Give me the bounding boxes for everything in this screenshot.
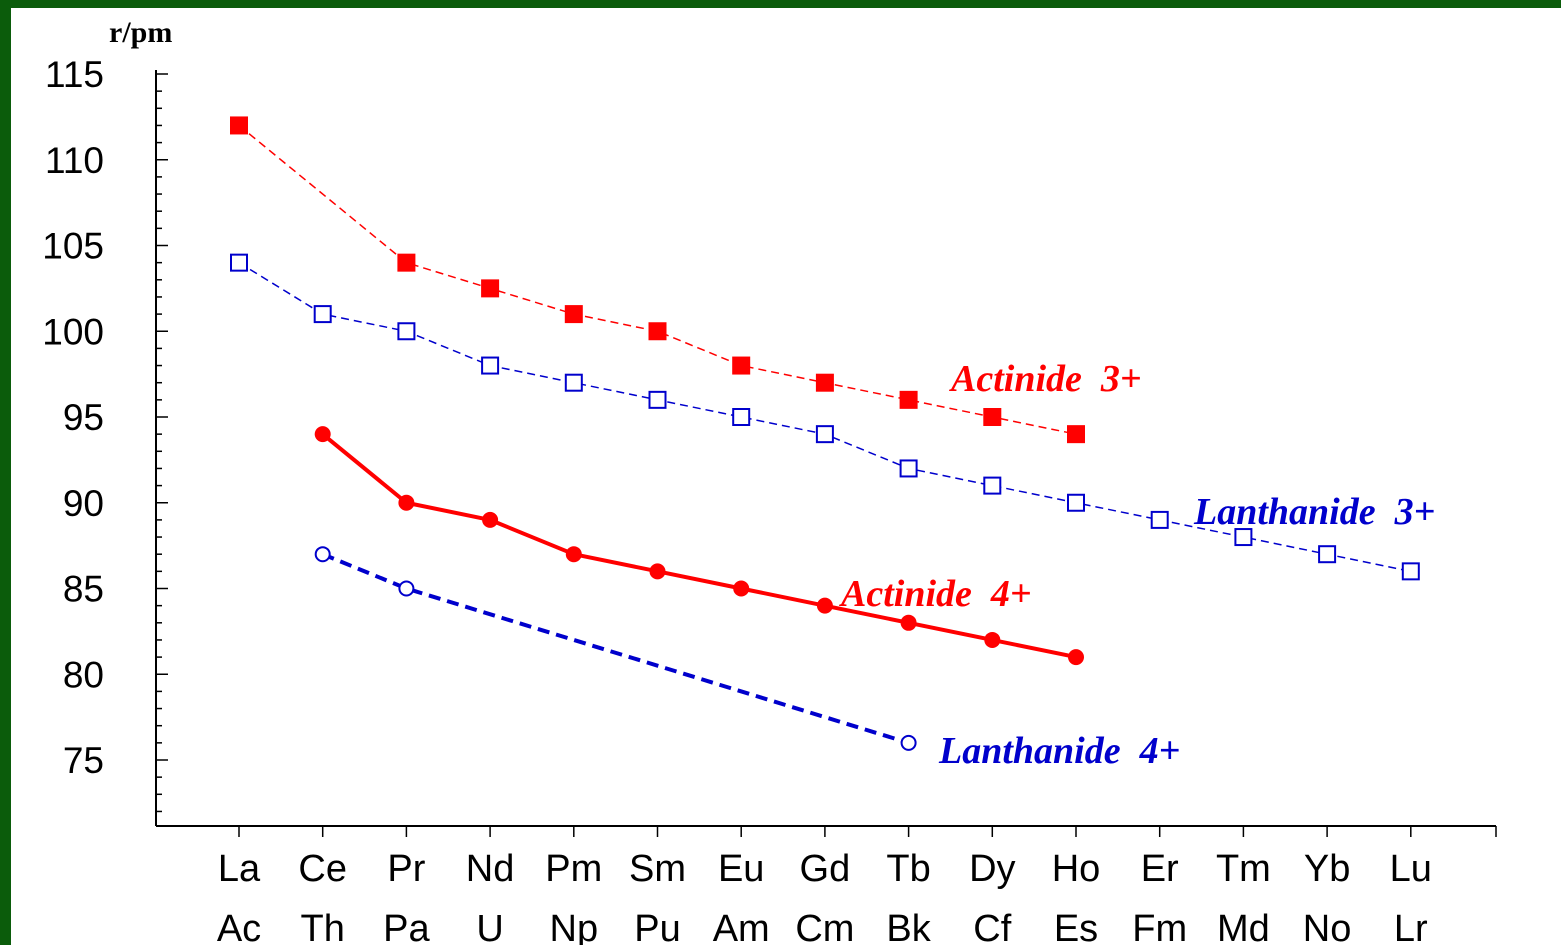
x-category-label-actinide: Cm [795, 908, 854, 945]
series-actinide-3plus [230, 116, 1085, 444]
data-point [230, 253, 248, 272]
x-category-label-lanthanide: Eu [718, 848, 764, 890]
data-point [1401, 562, 1420, 581]
data-point [732, 408, 751, 426]
data-point [564, 373, 583, 392]
x-category-label-lanthanide: Gd [800, 848, 851, 890]
x-category-label-lanthanide: Yb [1304, 848, 1350, 890]
data-point [1150, 510, 1169, 529]
x-category-label-actinide: U [476, 908, 503, 945]
x-category-label-lanthanide: Pr [387, 848, 425, 890]
x-category-label-actinide: Lr [1394, 908, 1428, 945]
series-lanthanide-4plus [314, 546, 917, 751]
x-category-label-actinide: Cf [973, 908, 1011, 945]
series-label: Lanthanide 3+ [1193, 491, 1435, 533]
series-label: Actinide 4+ [839, 573, 1032, 615]
y-tick-label: 95 [63, 397, 104, 438]
data-point [482, 511, 499, 528]
data-point [1068, 649, 1084, 666]
series-layer [230, 116, 1420, 751]
x-category-label-lanthanide: Tb [886, 848, 930, 890]
x-category-label-actinide: Pu [634, 908, 680, 945]
x-category-label-actinide: Np [550, 908, 599, 945]
data-point [1234, 528, 1253, 547]
data-point [815, 373, 834, 392]
data-point [732, 356, 751, 375]
series-lanthanide-3plus [230, 253, 1420, 581]
series-label: Lanthanide 4+ [938, 730, 1180, 772]
series-labels: Actinide 3+ Lanthanide 3+ Actinide 4+ Lanth… [839, 358, 1435, 772]
data-point [816, 597, 833, 614]
data-point [397, 253, 416, 272]
y-axis-label: r/pm [109, 16, 172, 49]
x-category-label-actinide: Md [1217, 908, 1270, 945]
data-point [481, 279, 500, 298]
x-category-label-actinide: No [1303, 908, 1352, 945]
series-actinide-4plus [314, 426, 1084, 666]
y-tick-label: 90 [63, 483, 104, 524]
data-point [983, 408, 1002, 426]
lanthanide-actinide-radius-chart: 115 110 105 100 95 90 85 80 75 La Ac Ce Th Pr Pa Nd U Pm… [42, 16, 1497, 945]
data-point [899, 390, 918, 409]
data-point [648, 322, 667, 341]
x-category-label-actinide: Am [713, 908, 770, 945]
data-point [649, 563, 666, 580]
plot-area: 115 110 105 100 95 90 85 80 75 La Ac Ce Th Pr Pa Nd U Pm… [11, 8, 1561, 945]
data-point [900, 734, 917, 751]
axes [155, 70, 1496, 827]
x-category-label-actinide: Es [1054, 908, 1098, 945]
data-point [314, 426, 331, 443]
data-point [397, 322, 416, 341]
data-point [1067, 425, 1085, 444]
x-category-label-lanthanide: Tm [1216, 848, 1271, 890]
x-category-label-actinide: Fm [1132, 908, 1187, 945]
x-category-label-actinide: Ac [217, 908, 261, 945]
x-category-label-lanthanide: Ce [298, 848, 347, 890]
data-point [1067, 493, 1085, 512]
x-category-label-actinide: Bk [886, 908, 931, 945]
y-ticks: 115 110 105 100 95 90 85 80 75 [42, 54, 168, 813]
data-point [900, 614, 917, 631]
data-point [398, 580, 415, 597]
x-category-label-actinide: Th [301, 908, 345, 945]
x-category-label-lanthanide: La [218, 848, 261, 890]
y-tick-label: 110 [45, 140, 104, 181]
x-category-label-lanthanide: Ho [1052, 848, 1101, 890]
data-point [398, 494, 415, 511]
x-category-label-lanthanide: Er [1141, 848, 1179, 890]
data-point [565, 546, 582, 563]
data-point [983, 476, 1002, 495]
series-line [238, 124, 1077, 435]
y-tick-label: 105 [42, 226, 104, 267]
data-point [230, 116, 248, 135]
data-point [815, 425, 834, 444]
y-tick-label: 80 [63, 654, 104, 695]
x-category-label-lanthanide: Sm [629, 848, 686, 890]
data-point [984, 631, 1001, 648]
data-point [564, 305, 583, 324]
y-tick-label: 75 [63, 740, 104, 781]
data-point [313, 305, 332, 324]
x-category-label-lanthanide: Dy [969, 848, 1015, 890]
y-tick-label: 100 [42, 311, 104, 352]
data-point [481, 356, 500, 375]
data-point [314, 546, 331, 563]
x-ticks: La Ac Ce Th Pr Pa Nd U Pm Np Sm Pu Eu Am Gd Cm Tb Bk Dy Cf H… [217, 826, 1497, 945]
x-category-label-lanthanide: Nd [466, 848, 515, 890]
series-line [321, 552, 910, 745]
series-line [321, 432, 1077, 660]
data-point [899, 459, 918, 478]
data-point [1318, 545, 1337, 564]
x-category-label-lanthanide: Pm [545, 848, 602, 890]
data-point [648, 390, 667, 409]
series-label: Actinide 3+ [949, 358, 1142, 400]
y-tick-label: 115 [45, 54, 104, 95]
x-category-label-lanthanide: Lu [1390, 848, 1432, 890]
x-category-label-actinide: Pa [383, 908, 430, 945]
data-point [733, 580, 750, 597]
y-tick-label: 85 [63, 569, 104, 610]
